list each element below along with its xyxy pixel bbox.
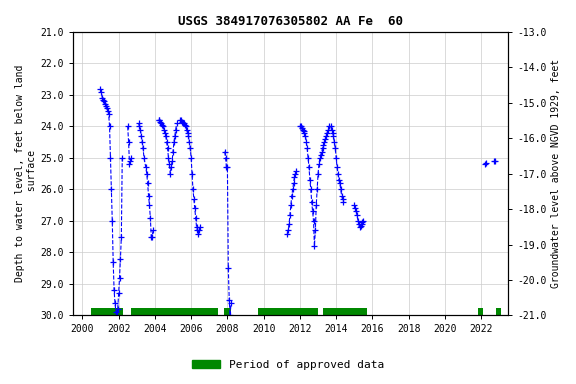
- Bar: [478, 308, 483, 315]
- Title: USGS 384917076305802 AA Fe  60: USGS 384917076305802 AA Fe 60: [179, 15, 403, 28]
- Bar: [92, 308, 123, 315]
- Bar: [324, 308, 367, 315]
- Bar: [224, 308, 231, 315]
- Y-axis label: Depth to water level, feet below land
 surface: Depth to water level, feet below land su…: [15, 65, 37, 282]
- Bar: [258, 308, 318, 315]
- Bar: [496, 308, 501, 315]
- Y-axis label: Groundwater level above NGVD 1929, feet: Groundwater level above NGVD 1929, feet: [551, 59, 561, 288]
- Bar: [131, 308, 218, 315]
- Legend: Period of approved data: Period of approved data: [188, 356, 388, 375]
